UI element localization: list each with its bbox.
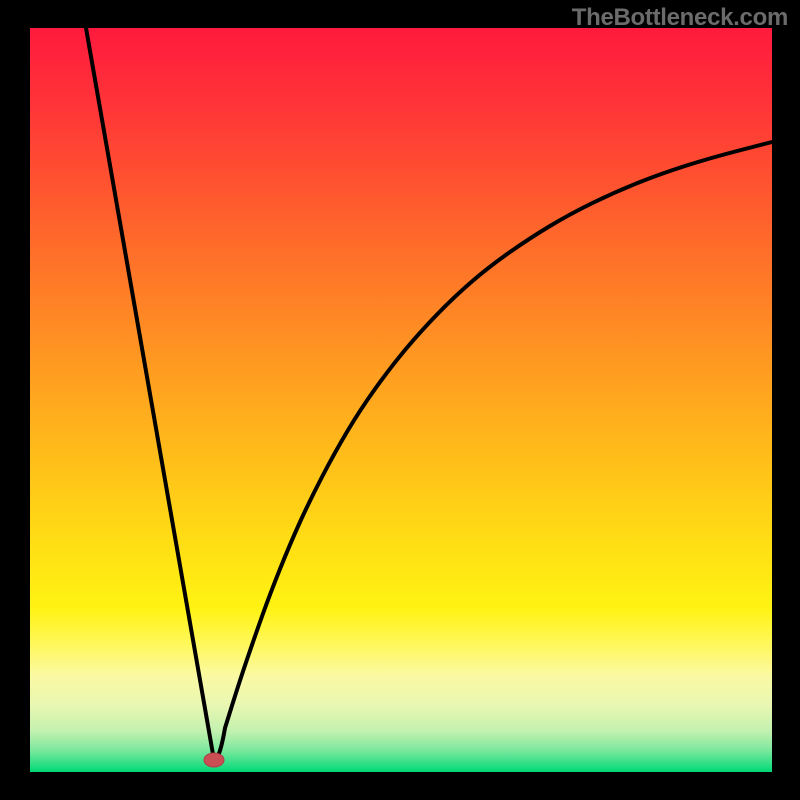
- chart-svg: [0, 0, 800, 800]
- bottleneck-chart: TheBottleneck.com: [0, 0, 800, 800]
- optimum-marker: [204, 753, 224, 767]
- plot-background: [30, 28, 772, 772]
- watermark-text: TheBottleneck.com: [572, 4, 788, 32]
